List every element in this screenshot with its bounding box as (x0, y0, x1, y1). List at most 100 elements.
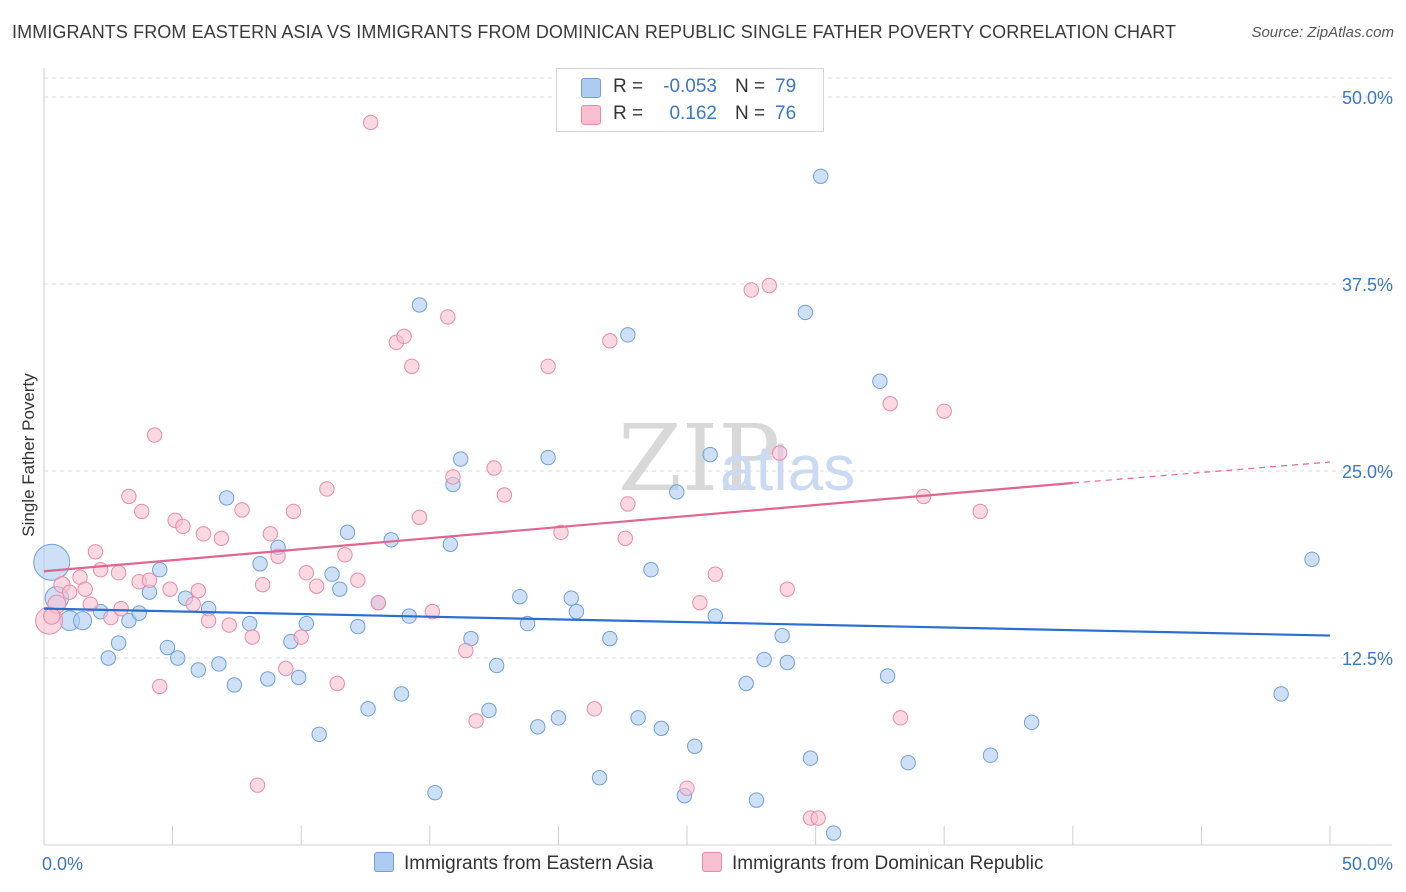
point-dominican-republic (244, 629, 261, 645)
point-eastern-asia (738, 675, 754, 692)
point-dominican-republic (404, 358, 420, 374)
point-dominican-republic (486, 460, 502, 476)
points-layer (33, 114, 1320, 841)
trend-line-eastern-asia (43, 607, 1331, 637)
watermark-atlas: atlas (720, 432, 855, 504)
point-eastern-asia (540, 449, 556, 466)
point-eastern-asia (427, 784, 443, 801)
point-eastern-asia (669, 484, 685, 500)
point-eastern-asia (530, 719, 546, 735)
point-dominican-republic (175, 518, 191, 535)
point-dominican-republic (121, 488, 137, 505)
point-dominican-republic (602, 333, 618, 349)
point-dominican-republic (141, 572, 158, 588)
point-eastern-asia (324, 566, 340, 582)
point-eastern-asia (170, 650, 186, 666)
point-eastern-asia (383, 532, 399, 548)
legend-swatch-eastern-asia (581, 78, 601, 98)
point-dominican-republic (298, 565, 315, 581)
point-eastern-asia (218, 490, 235, 506)
point-eastern-asia (802, 750, 819, 766)
point-dominican-republic (113, 600, 129, 617)
point-eastern-asia (131, 605, 147, 621)
point-eastern-asia (563, 590, 579, 606)
point-eastern-asia (900, 755, 916, 771)
point-eastern-asia (707, 608, 723, 624)
point-eastern-asia (982, 747, 999, 763)
point-dominican-republic (285, 503, 302, 520)
point-dominican-republic (370, 594, 387, 611)
legend-n-value: 79 (775, 76, 797, 97)
point-dominican-republic (679, 780, 695, 796)
point-eastern-asia (568, 603, 585, 620)
point-eastern-asia (152, 562, 168, 578)
point-dominican-republic (319, 481, 335, 497)
point-dominican-republic (743, 282, 759, 298)
point-dominican-republic (134, 503, 150, 520)
point-dominican-republic (445, 469, 461, 485)
legend-n-label: N = (735, 103, 766, 124)
bottom-legend-label: Immigrants from Dominican Republic (732, 853, 1044, 874)
point-dominican-republic (329, 675, 345, 692)
point-eastern-asia (481, 702, 497, 719)
point-eastern-asia (226, 677, 243, 693)
bottom-legend-label: Immigrants from Eastern Asia (404, 853, 654, 874)
point-dominican-republic (162, 581, 178, 597)
watermark-zip: ZIP (618, 405, 780, 512)
point-eastern-asia (242, 615, 258, 632)
trend-extension-dominican-republic (1072, 461, 1331, 484)
point-dominican-republic (553, 524, 569, 541)
point-dominican-republic (92, 562, 109, 578)
point-eastern-asia (779, 654, 796, 671)
point-eastern-asia (159, 639, 176, 656)
point-eastern-asia (620, 327, 636, 343)
y-tick-label: 50.0% (1342, 88, 1393, 108)
point-dominican-republic (221, 617, 237, 633)
bottom-legend-eastern-asia: Immigrants from Eastern Asia (374, 852, 653, 875)
point-eastern-asia (332, 581, 348, 597)
point-dominican-republic (350, 572, 366, 588)
point-eastern-asia (121, 612, 137, 629)
point-dominican-republic (468, 713, 484, 729)
point-eastern-asia (488, 657, 505, 674)
legend-r-value: 0.162 (669, 103, 717, 124)
point-dominican-republic (213, 530, 230, 547)
bottom-legend-swatch-dominican-republic (702, 852, 722, 872)
point-dominican-republic (771, 445, 788, 461)
y-tick-label: 37.5% (1342, 275, 1393, 295)
point-eastern-asia (290, 669, 307, 686)
point-dominican-republic (586, 701, 603, 717)
point-eastern-asia (702, 446, 718, 463)
labels-layer: 12.5% 25.0% 37.5% 50.0% 0.0% 50.0% (42, 88, 1393, 874)
point-dominican-republic (87, 544, 104, 560)
point-eastern-asia (442, 536, 459, 553)
bottom-legend-dominican-republic: Immigrants from Dominican Republic (702, 852, 1044, 875)
y-tick-label: 25.0% (1342, 462, 1393, 482)
point-eastern-asia (602, 630, 618, 647)
point-dominican-republic (190, 582, 207, 599)
point-dominican-republic (496, 487, 513, 503)
point-eastern-asia (393, 686, 410, 702)
point-eastern-asia (550, 710, 567, 726)
source-label: Source: ZipAtlas.com (1251, 24, 1394, 41)
point-eastern-asia (591, 769, 608, 786)
point-eastern-asia (360, 701, 376, 717)
point-dominican-republic (249, 777, 266, 793)
point-dominican-republic (43, 607, 61, 625)
point-eastern-asia (630, 710, 646, 726)
point-eastern-asia (813, 168, 829, 184)
point-dominican-republic (270, 548, 286, 564)
point-dominican-republic (411, 509, 428, 526)
point-dominican-republic (337, 547, 353, 563)
point-eastern-asia (1304, 551, 1320, 567)
point-eastern-asia (825, 825, 842, 841)
point-eastern-asia (879, 668, 896, 684)
point-dominican-republic (882, 395, 898, 412)
point-dominican-republic (62, 584, 78, 600)
point-eastern-asia (519, 615, 536, 632)
point-eastern-asia (687, 738, 703, 754)
x-tick-label: 50.0% (1342, 854, 1393, 874)
x-tick-label: 0.0% (42, 854, 83, 874)
legend-r-label: R = (613, 103, 644, 124)
